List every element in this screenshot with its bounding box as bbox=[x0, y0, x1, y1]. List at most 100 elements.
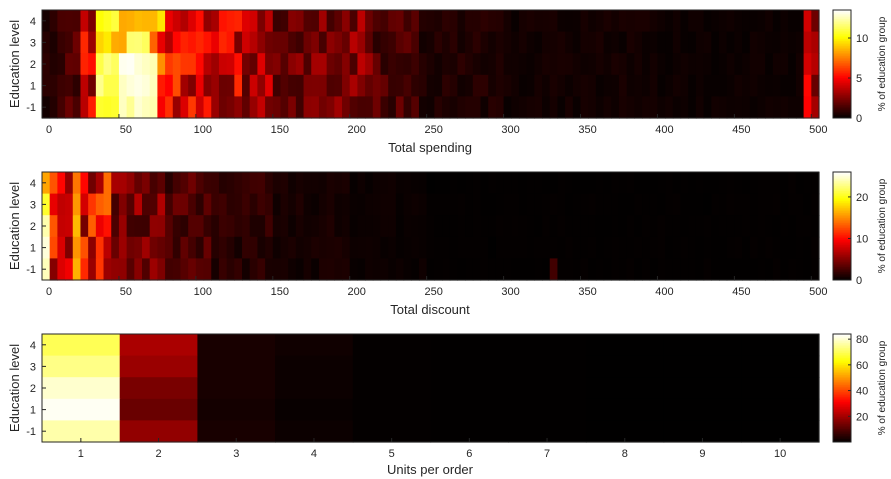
x-tick-label: 6 bbox=[466, 448, 472, 460]
heatmap-cell bbox=[119, 355, 198, 378]
heatmap-cell bbox=[349, 258, 359, 281]
heatmap-cell bbox=[72, 10, 82, 33]
heatmap-cell bbox=[449, 31, 459, 54]
y-axis-label: Education level bbox=[7, 182, 22, 270]
heatmap-cell bbox=[734, 53, 743, 76]
heatmap-cell bbox=[534, 193, 543, 216]
heatmap-cell bbox=[318, 10, 328, 33]
colorbar-label: % of education group bbox=[877, 178, 888, 273]
heatmap-cell bbox=[742, 96, 751, 119]
colorbar-swatch bbox=[833, 435, 851, 438]
heatmap-cell bbox=[172, 74, 182, 97]
heatmap-cell bbox=[642, 53, 651, 76]
heatmap-cell bbox=[426, 236, 435, 259]
heatmap-cell bbox=[380, 215, 389, 238]
colorbar-swatch bbox=[833, 77, 851, 80]
heatmap-cell bbox=[526, 236, 535, 259]
heatmap-cell bbox=[395, 96, 405, 119]
heatmap-cell bbox=[118, 31, 128, 54]
colorbar-swatch bbox=[833, 111, 851, 114]
colorbar-swatch bbox=[833, 415, 851, 418]
colorbar-swatch bbox=[833, 335, 851, 338]
heatmap-cell bbox=[580, 53, 589, 76]
heatmap-cell bbox=[242, 53, 251, 76]
heatmap-cell bbox=[795, 172, 805, 195]
heatmap-cell bbox=[488, 193, 497, 216]
colorbar-swatch bbox=[833, 21, 851, 24]
heatmap-cell bbox=[634, 193, 643, 216]
heatmap-cell bbox=[188, 10, 197, 33]
heatmap-cell bbox=[203, 172, 212, 195]
heatmap-cell bbox=[603, 172, 612, 195]
heatmap-cell bbox=[665, 236, 674, 259]
heatmap-cell bbox=[295, 215, 305, 238]
heatmap-cell bbox=[680, 74, 689, 97]
heatmap-cell bbox=[549, 193, 559, 216]
heatmap-cell bbox=[542, 172, 551, 195]
colorbar-swatch bbox=[833, 232, 851, 235]
heatmap-cell bbox=[426, 172, 435, 195]
heatmap-cell bbox=[195, 193, 205, 216]
heatmap-cell bbox=[42, 53, 51, 76]
colorbar: 20 40 60 80 bbox=[832, 333, 868, 443]
heatmap-cell bbox=[211, 10, 220, 33]
heatmap-cell bbox=[72, 96, 82, 119]
heatmap-cell bbox=[118, 215, 128, 238]
heatmap-cell bbox=[765, 258, 774, 281]
heatmap-cell bbox=[326, 31, 335, 54]
colorbar-swatch bbox=[833, 38, 851, 41]
heatmap-cell bbox=[218, 10, 228, 33]
heatmap-cell bbox=[734, 172, 743, 195]
heatmap-cell bbox=[742, 10, 751, 33]
heatmap-cell bbox=[49, 74, 58, 97]
heatmap-cell bbox=[595, 10, 605, 33]
heatmap-cell bbox=[680, 193, 689, 216]
heatmap-cell bbox=[211, 172, 220, 195]
heatmap-cell bbox=[365, 31, 374, 54]
heatmap-cell bbox=[188, 236, 197, 259]
heatmap-cell bbox=[426, 96, 435, 119]
heatmap-cell bbox=[565, 172, 574, 195]
heatmap-cell bbox=[372, 215, 382, 238]
heatmap-cell bbox=[72, 258, 82, 281]
heatmap-cell bbox=[357, 53, 366, 76]
heatmap-cell bbox=[372, 193, 382, 216]
heatmap-cell bbox=[226, 96, 235, 119]
heatmap-cell bbox=[457, 10, 466, 33]
heatmap-cell bbox=[642, 193, 651, 216]
heatmap-cell bbox=[795, 31, 805, 54]
heatmap-cell bbox=[495, 258, 505, 281]
heatmap-cell bbox=[103, 10, 112, 33]
x-tick-label: 100 bbox=[194, 124, 212, 136]
colorbar-swatch bbox=[833, 64, 851, 67]
heatmap-cell bbox=[211, 258, 220, 281]
heatmap-cell bbox=[749, 236, 759, 259]
heatmap-cell bbox=[657, 193, 666, 216]
heatmap-cell bbox=[242, 74, 251, 97]
heatmap-cell bbox=[526, 31, 535, 54]
colorbar-swatch bbox=[833, 50, 851, 53]
heatmap-cell bbox=[657, 215, 666, 238]
heatmap-cell bbox=[334, 236, 343, 259]
heatmap-cell bbox=[772, 10, 782, 33]
heatmap-cell bbox=[234, 193, 243, 216]
heatmap-cell bbox=[695, 193, 705, 216]
heatmap-cell bbox=[411, 172, 420, 195]
heatmap-cell bbox=[588, 74, 597, 97]
heatmap-cell bbox=[226, 172, 235, 195]
heatmap-cell bbox=[342, 172, 351, 195]
heatmap-cell bbox=[780, 215, 789, 238]
heatmap-cell bbox=[95, 215, 105, 238]
heatmap-cell bbox=[388, 172, 397, 195]
heatmap-cell bbox=[795, 74, 805, 97]
colorbar-swatch bbox=[833, 13, 851, 16]
heatmap-cell bbox=[442, 172, 451, 195]
heatmap-cell bbox=[472, 74, 482, 97]
y-tick-label: 2 bbox=[30, 383, 36, 395]
heatmap-cell bbox=[580, 258, 589, 281]
heatmap-cell bbox=[518, 53, 528, 76]
colorbar-swatch bbox=[833, 204, 851, 207]
heatmap-cell bbox=[418, 53, 428, 76]
colorbar-swatch bbox=[833, 379, 851, 382]
